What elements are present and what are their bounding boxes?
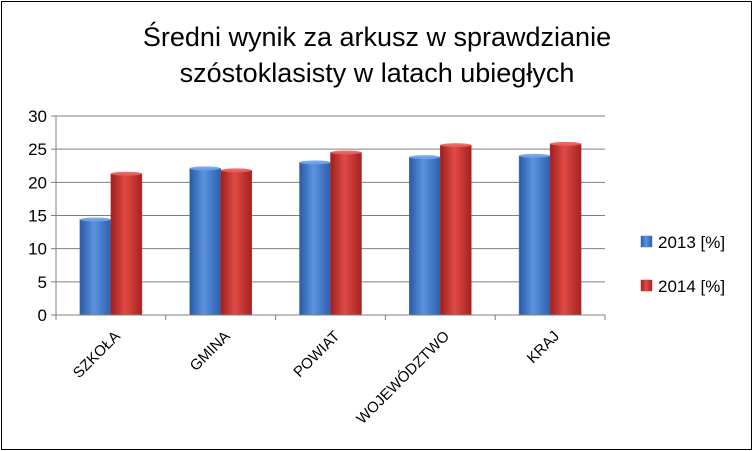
y-tick-label: 30 (28, 107, 47, 126)
legend-label: 2014 [%] (658, 277, 725, 296)
y-tick-label: 25 (28, 140, 47, 159)
bar-top-highlight (220, 168, 252, 173)
bar-series-1 (409, 156, 441, 316)
bar-top-highlight (299, 160, 331, 165)
y-tick-label: 20 (28, 173, 47, 192)
bar-top-highlight (79, 217, 111, 222)
x-category-label: SZKOŁA (70, 328, 124, 382)
x-category-label: KRAJ (524, 328, 563, 367)
bar-top-highlight (189, 166, 221, 171)
bar-top-highlight (409, 155, 441, 160)
x-category-label: GMINA (187, 328, 234, 375)
y-tick-label: 15 (28, 207, 47, 226)
axes (55, 116, 606, 320)
bar-series-2 (220, 170, 252, 316)
legend-swatch (640, 279, 653, 292)
bar-top-highlight (519, 153, 551, 158)
bar-series-2 (549, 143, 582, 316)
legend-swatch (640, 235, 653, 248)
x-category-label: POWIAT (290, 328, 343, 381)
bar-series-2 (440, 144, 472, 316)
bar-series-2 (330, 152, 362, 316)
x-axis-category-labels: SZKOŁA GMINA POWIAT WOJEWÓDZTWO KRAJ (70, 328, 563, 428)
bar-series-1 (79, 219, 112, 316)
bar-top-highlight (110, 171, 142, 176)
y-axis-tick-labels: 0 5 10 15 20 25 30 (28, 107, 47, 325)
chart-title-line-1: Średni wynik za arkusz w sprawdzianie (143, 20, 611, 52)
y-tick-label: 0 (38, 306, 47, 325)
bar-top-highlight (550, 141, 582, 146)
bar-series-1 (189, 168, 221, 316)
legend: 2013 [%] 2014 [%] (640, 233, 725, 296)
bar-series-1 (518, 155, 551, 316)
legend-label: 2013 [%] (658, 233, 725, 252)
y-tick-label: 10 (28, 240, 47, 259)
bar-series-1 (299, 162, 331, 316)
x-category-label: WOJEWÓDZTWO (353, 328, 453, 428)
y-tick-label: 5 (38, 273, 47, 292)
bar-top-highlight (330, 150, 362, 155)
bars (79, 141, 582, 316)
chart-title-line-2: szóstoklasisty w latach ubiegłych (180, 58, 575, 88)
bar-series-2 (110, 173, 143, 316)
bar-top-highlight (440, 143, 472, 148)
